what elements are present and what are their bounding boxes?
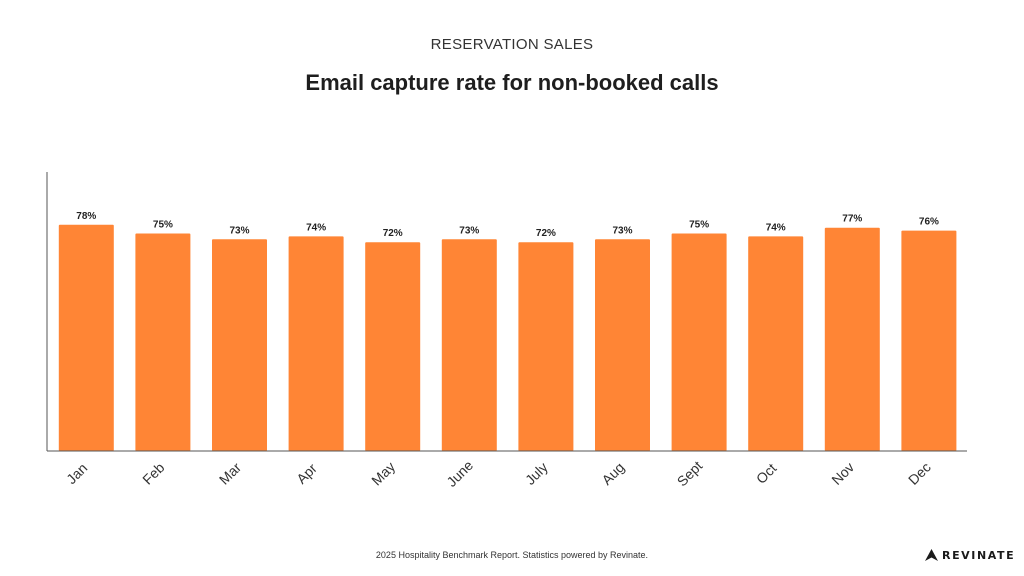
source-note: 2025 Hospitality Benchmark Report. Stati…: [375, 550, 649, 560]
x-tick-label: Apr: [293, 460, 320, 487]
bar: [824, 227, 880, 451]
x-tick-label: July: [522, 459, 551, 488]
x-tick-label: Jan: [63, 460, 90, 487]
x-tick-label: Mar: [216, 459, 245, 488]
bar: [58, 224, 114, 451]
bar: [212, 239, 267, 451]
x-tick-label: Feb: [139, 459, 168, 488]
bar: [441, 239, 497, 451]
x-tick-label: May: [368, 458, 398, 488]
data-label: 73%: [229, 225, 249, 236]
data-label: 72%: [536, 228, 556, 239]
bar: [748, 236, 804, 451]
data-label: 75%: [689, 220, 709, 231]
data-label: 76%: [919, 217, 939, 228]
x-tick-label: Oct: [753, 460, 780, 487]
bar: [135, 233, 191, 451]
x-tick-label: Sept: [674, 458, 706, 490]
data-label: 78%: [76, 211, 96, 222]
bar: [518, 242, 574, 451]
data-label: 74%: [766, 222, 786, 233]
x-tick-label: Dec: [905, 459, 934, 488]
chart-title: Email capture rate for non-booked calls: [305, 70, 719, 95]
data-label: 77%: [842, 214, 862, 225]
bar: [595, 239, 650, 451]
bar: [365, 242, 421, 451]
chart-subtitle: RESERVATION SALES: [430, 36, 594, 53]
revinate-logo: REVINATE: [925, 547, 1015, 563]
data-label: 72%: [383, 228, 403, 239]
data-label: 74%: [306, 222, 326, 233]
x-tick-label: Nov: [828, 459, 857, 488]
data-label: 73%: [459, 225, 479, 236]
data-label: 73%: [612, 225, 632, 236]
bar: [901, 230, 957, 451]
brand-name: REVINATE: [942, 548, 1016, 562]
data-label: 75%: [153, 220, 173, 231]
revinate-mark-icon: [925, 549, 938, 561]
x-tick-label: June: [443, 457, 476, 490]
bar: [671, 233, 727, 451]
x-tick-label: Aug: [598, 459, 627, 488]
bar: [288, 236, 344, 451]
